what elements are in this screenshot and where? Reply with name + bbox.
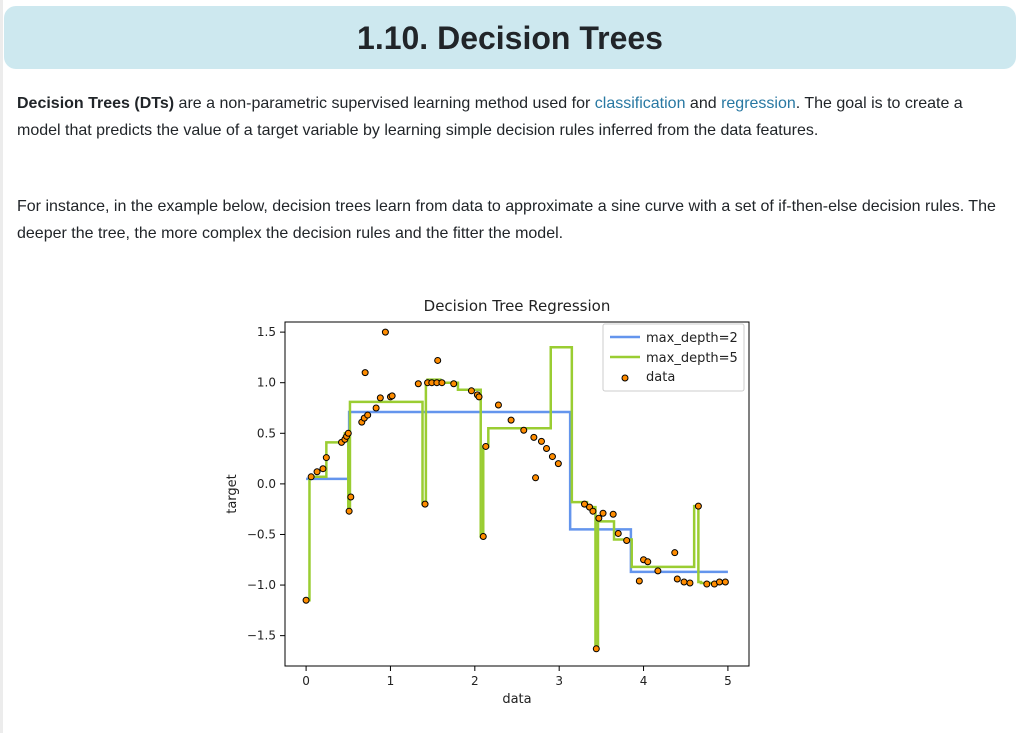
y-tick-label: 1.0 xyxy=(257,376,276,390)
chart-legend: max_depth=2 max_depth=5 data xyxy=(602,323,745,392)
data-point xyxy=(344,429,352,437)
legend-label-depth2: max_depth=2 xyxy=(646,331,738,346)
regression-figure: Decision Tree Regression 0 1 2 3 4 5 1.5 1.0 0.… xyxy=(210,288,790,723)
data-point xyxy=(595,514,603,522)
x-tick-label: 3 xyxy=(555,674,563,688)
data-point xyxy=(479,532,487,540)
data-point xyxy=(372,404,380,412)
data-point xyxy=(381,328,389,336)
intro-text-c: . The goal is to create a model that pre… xyxy=(17,95,963,139)
x-tick-label: 1 xyxy=(387,674,395,688)
data-point xyxy=(543,444,551,452)
data-point xyxy=(376,394,384,402)
intro-paragraph: Decision Trees (DTs) are a non-parametri… xyxy=(17,90,1002,144)
data-point xyxy=(467,387,475,395)
data-point xyxy=(319,465,327,473)
data-point xyxy=(548,453,556,461)
data-point xyxy=(482,442,490,450)
legend-label-data: data xyxy=(646,370,675,385)
data-point xyxy=(313,468,321,476)
data-point xyxy=(703,580,711,588)
data-point xyxy=(507,416,515,424)
data-point xyxy=(307,473,315,481)
term-decision-trees: Decision Trees (DTs) xyxy=(17,95,175,112)
y-tick-label: −1.0 xyxy=(247,578,276,592)
x-tick-label: 4 xyxy=(640,674,648,688)
page-left-border xyxy=(0,0,3,733)
x-axis-label: data xyxy=(502,692,531,707)
chart-title: Decision Tree Regression xyxy=(424,297,611,315)
data-point xyxy=(302,596,310,604)
data-point xyxy=(322,454,330,462)
data-point xyxy=(715,578,723,586)
data-point xyxy=(554,460,562,468)
y-tick-label: −0.5 xyxy=(247,527,276,541)
data-point xyxy=(438,379,446,387)
example-paragraph: For instance, in the example below, deci… xyxy=(17,198,996,242)
legend-swatch-data xyxy=(621,374,629,382)
depth5-step-line xyxy=(306,346,728,651)
data-point xyxy=(434,356,442,364)
depth2-step-line xyxy=(306,410,728,574)
data-point xyxy=(654,567,662,575)
x-tick-label: 2 xyxy=(471,674,479,688)
data-point xyxy=(644,558,652,566)
data-point xyxy=(347,493,355,501)
y-tick-label: 0.0 xyxy=(257,477,276,491)
data-point xyxy=(421,500,429,508)
data-point xyxy=(475,393,483,401)
page-title: 1.10. Decision Trees xyxy=(357,20,663,56)
data-point xyxy=(364,411,372,419)
data-point xyxy=(721,578,729,586)
data-point xyxy=(686,579,694,587)
data-point xyxy=(680,578,688,586)
legend-box xyxy=(602,323,745,392)
data-point xyxy=(345,507,353,515)
data-point xyxy=(599,509,607,517)
data-point xyxy=(388,392,396,400)
legend-label-depth5: max_depth=5 xyxy=(646,351,738,366)
x-tick-label: 5 xyxy=(724,674,732,688)
plot-area xyxy=(302,328,729,653)
data-point xyxy=(609,510,617,518)
classification-link[interactable]: classification xyxy=(594,95,686,112)
data-point xyxy=(361,369,369,377)
regression-link[interactable]: regression xyxy=(721,95,796,112)
data-point xyxy=(520,426,528,434)
intro-text-a: are a non-parametric supervised learning… xyxy=(174,95,595,112)
plot-frame xyxy=(284,321,750,667)
data-point xyxy=(635,577,643,585)
y-tick-label: 0.5 xyxy=(257,426,276,440)
data-point xyxy=(580,500,588,508)
data-point xyxy=(537,437,545,445)
data-point xyxy=(414,380,422,388)
section-title-bar: 1.10. Decision Trees xyxy=(4,6,1016,69)
data-point xyxy=(614,529,622,537)
y-axis: 1.5 1.0 0.5 0.0 −0.5 −1.0 −1.5 xyxy=(247,325,285,643)
regression-chart: Decision Tree Regression 0 1 2 3 4 5 1.5 1.0 0.… xyxy=(225,297,750,707)
y-axis-label: target xyxy=(225,474,240,514)
data-point xyxy=(589,507,597,515)
data-point xyxy=(450,380,458,388)
intro-text-b: and xyxy=(685,95,722,112)
data-point xyxy=(623,537,631,545)
x-tick-label: 0 xyxy=(302,674,310,688)
x-axis: 0 1 2 3 4 5 xyxy=(302,666,732,688)
data-point xyxy=(592,645,600,653)
data-point xyxy=(494,401,502,409)
data-point xyxy=(673,575,681,583)
data-point xyxy=(671,549,679,557)
data-point xyxy=(694,502,702,510)
data-point xyxy=(532,474,540,482)
y-tick-label: −1.5 xyxy=(247,629,276,643)
data-point xyxy=(530,433,538,441)
y-tick-label: 1.5 xyxy=(257,325,276,339)
